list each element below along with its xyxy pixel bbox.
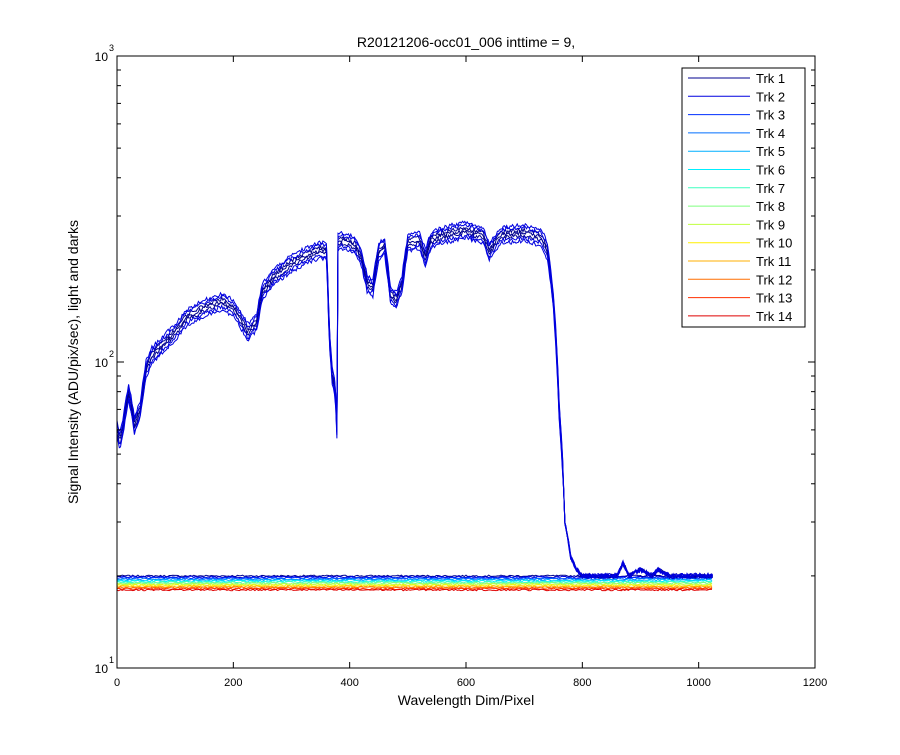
legend-label-4: Trk 4 bbox=[756, 126, 785, 141]
light-trace-7 bbox=[116, 235, 713, 580]
legend-box bbox=[681, 67, 806, 328]
x-tick-label: 600 bbox=[457, 677, 475, 689]
legend: Trk 1 Trk 2 Trk 3 Trk 4 Trk 5 Trk 6 Trk 7 Trk 8… bbox=[681, 67, 806, 328]
legend-label-12: Trk 12 bbox=[756, 272, 792, 287]
x-tick-label: 800 bbox=[573, 677, 591, 689]
dark-trace-9 bbox=[116, 582, 713, 586]
dark-trace-5 bbox=[116, 578, 713, 582]
y-axis-label: Signal Intensity (ADU/pix/sec), light an… bbox=[65, 220, 81, 504]
x-tick-label: 200 bbox=[224, 677, 242, 689]
x-tick-label: 400 bbox=[340, 677, 358, 689]
legend-label-11: Trk 11 bbox=[756, 254, 791, 269]
dark-trace-10 bbox=[116, 584, 713, 587]
x-tick-label: 1200 bbox=[803, 677, 827, 689]
legend-label-13: Trk 13 bbox=[756, 291, 792, 306]
legend-label-3: Trk 3 bbox=[756, 108, 785, 123]
legend-label-9: Trk 9 bbox=[756, 217, 785, 232]
legend-label-6: Trk 6 bbox=[756, 163, 785, 178]
dark-trace-12 bbox=[116, 586, 713, 590]
y-tick-exponent: 2 bbox=[109, 349, 114, 359]
x-axis: 0 200 400 600 800 1000 1200 bbox=[114, 56, 827, 689]
dark-trace-4 bbox=[116, 577, 713, 581]
y-tick-exponent: 3 bbox=[109, 43, 114, 53]
dark-trace-13 bbox=[116, 587, 713, 591]
x-tick-label: 0 bbox=[114, 677, 120, 689]
y-tick-label: 10 bbox=[95, 662, 109, 676]
y-tick-label: 10 bbox=[95, 356, 109, 370]
light-trace-4 bbox=[116, 223, 713, 579]
legend-label-2: Trk 2 bbox=[756, 89, 785, 104]
legend-label-14: Trk 14 bbox=[756, 309, 792, 324]
x-axis-label: Wavelength Dim/Pixel bbox=[398, 692, 534, 708]
chart-title: R20121206-occ01_006 inttime = 9, bbox=[357, 34, 575, 50]
dark-trace-11 bbox=[116, 585, 713, 588]
legend-label-8: Trk 8 bbox=[756, 199, 785, 214]
y-tick-label: 10 bbox=[95, 50, 109, 64]
legend-label-1: Trk 1 bbox=[756, 71, 785, 86]
light-trace-6 bbox=[116, 220, 714, 578]
x-tick-label: 1000 bbox=[686, 677, 710, 689]
dark-trace-14 bbox=[116, 588, 713, 592]
legend-label-7: Trk 7 bbox=[756, 181, 785, 196]
legend-label-10: Trk 10 bbox=[756, 236, 792, 251]
light-trace-3 bbox=[116, 229, 714, 580]
y-tick-exponent: 1 bbox=[109, 655, 114, 665]
dark-trace-6 bbox=[116, 579, 713, 583]
legend-label-5: Trk 5 bbox=[756, 144, 785, 159]
traces bbox=[116, 220, 714, 592]
